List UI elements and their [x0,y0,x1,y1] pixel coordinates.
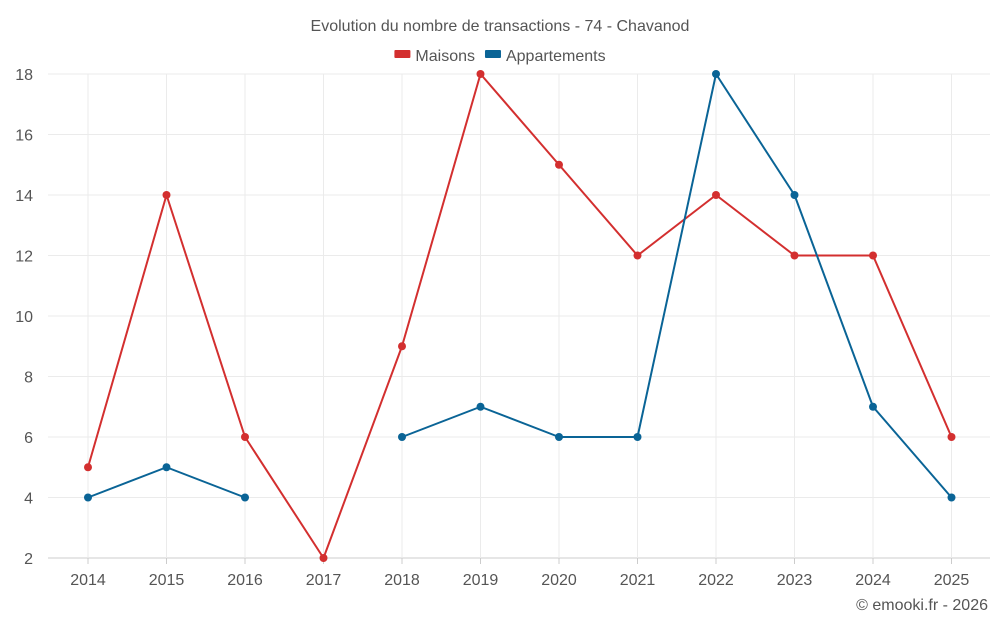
x-tick-label: 2020 [541,572,577,589]
legend-item-appartements[interactable]: Appartements [484,48,606,65]
x-tick-label: 2023 [777,572,813,589]
data-point[interactable] [633,433,642,441]
data-point[interactable] [319,554,328,562]
data-point[interactable] [790,191,799,199]
series-line [87,73,953,559]
data-point[interactable] [162,191,171,199]
series-maisons [84,70,956,562]
y-tick-label: 2 [24,551,33,568]
x-tick-label: 2018 [384,572,420,589]
data-point[interactable] [241,433,249,441]
data-point[interactable] [84,463,92,472]
series-appartements [84,70,956,502]
x-tick-label: 2025 [934,572,970,589]
y-tick-label: 8 [24,370,33,387]
x-tick-label: 2015 [149,572,185,589]
y-tick-label: 10 [15,309,33,326]
series-line [401,73,953,499]
data-point[interactable] [476,402,485,411]
credit-text: © emooki.fr - 2026 [856,597,988,614]
data-point[interactable] [241,493,249,502]
data-point[interactable] [555,433,563,441]
x-tick-label: 2022 [698,572,734,589]
grid [48,73,990,564]
legend: Maisons Appartements [394,48,606,65]
legend-item-maisons[interactable]: Maisons [394,48,475,65]
data-point[interactable] [633,251,642,260]
data-point[interactable] [555,160,563,169]
y-tick-label: 14 [15,188,33,205]
y-tick-label: 16 [15,128,33,145]
data-point[interactable] [869,402,877,411]
x-tick-label: 2021 [620,572,656,589]
data-point[interactable] [476,70,485,78]
series-layer [84,70,956,562]
x-axis: 2014 2015 2016 2017 2018 2019 2020 2021 2022 2023… [70,572,969,589]
y-tick-label: 4 [24,491,33,508]
x-tick-label: 2014 [70,572,106,589]
data-point[interactable] [398,342,406,351]
data-point[interactable] [947,493,956,502]
y-tick-label: 18 [15,67,33,84]
data-point[interactable] [398,433,406,441]
data-point[interactable] [84,493,92,502]
chart-title: Evolution du nombre de transactions - 74… [311,18,690,35]
data-point[interactable] [790,251,799,260]
x-tick-label: 2016 [227,572,263,589]
data-point[interactable] [947,433,956,441]
y-axis: 2 4 6 8 10 12 14 16 18 [15,67,33,568]
y-tick-label: 6 [24,430,33,447]
x-tick-label: 2024 [855,572,891,589]
legend-label: Maisons [415,48,475,65]
x-tick-label: 2019 [463,572,499,589]
data-point[interactable] [162,463,171,472]
x-tick-label: 2017 [306,572,342,589]
legend-swatch [394,50,411,58]
data-point[interactable] [869,251,877,260]
legend-swatch [484,50,501,58]
y-tick-label: 12 [15,249,33,266]
legend-label: Appartements [506,48,606,65]
data-point[interactable] [712,191,720,199]
data-point[interactable] [712,70,720,78]
